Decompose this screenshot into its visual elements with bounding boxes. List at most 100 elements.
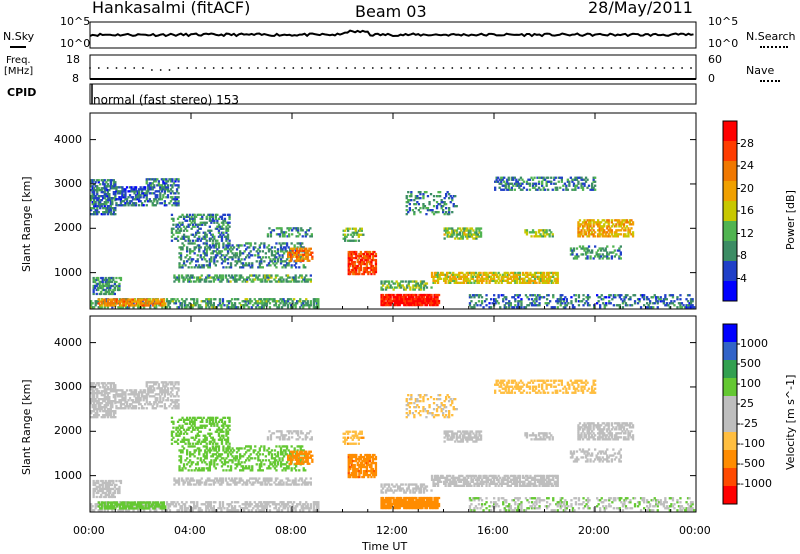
range-gate-cell [139,194,142,197]
range-gate-cell [167,300,170,303]
range-gate-cell [122,196,126,199]
range-gate-cell [267,262,271,265]
range-gate-cell [121,190,124,193]
freq-point [221,67,224,69]
range-gate-cell [107,280,110,284]
range-gate-cell [515,306,518,309]
range-gate-cell [408,199,411,202]
range-gate-cell [297,300,300,303]
range-gate-cell [281,256,284,259]
range-gate-cell [284,266,287,269]
range-gate-cell [249,503,252,506]
range-gate-cell [685,304,688,307]
range-gate-cell [530,273,534,276]
range-gate-cell [586,186,589,189]
range-gate-cell [103,400,106,403]
range-gate-cell [449,279,452,282]
range-gate-cell [181,221,184,224]
range-gate-cell [274,276,278,279]
range-gate-cell [662,302,665,305]
freq-point [424,67,427,69]
range-gate-cell [500,178,503,181]
range-gate-cell [250,274,253,277]
range-gate-cell [649,300,652,303]
range-gate-cell [508,306,511,309]
range-gate-cell [206,298,209,301]
range-gate-cell [141,202,144,205]
range-gate-cell [175,237,178,240]
range-gate-cell [204,254,207,257]
range-gate-cell [215,274,218,277]
range-gate-cell [577,231,580,234]
range-gate-cell [211,250,214,253]
range-gate-cell [367,258,370,262]
range-gate-cell [124,507,128,510]
range-gate-cell [168,300,172,303]
range-gate-cell [397,301,400,305]
range-gate-cell [358,256,361,260]
range-gate-cell [520,298,523,301]
range-gate-cell [100,483,103,487]
range-gate-cell [102,195,105,198]
range-gate-cell [239,244,242,247]
range-gate-cell [111,306,114,309]
range-gate-cell [421,303,424,307]
range-gate-cell [142,192,145,195]
range-gate-cell [317,503,320,506]
range-gate-cell [258,244,261,247]
range-gate-cell [468,304,472,307]
range-gate-cell [140,505,143,508]
range-gate-cell [240,507,243,510]
range-gate-cell [594,221,597,224]
range-gate-cell [546,281,549,284]
range-gate-cell [94,286,97,290]
range-gate-cell [147,178,150,181]
range-gate-cell [221,503,225,506]
range-gate-cell [138,194,141,197]
range-gate-cell [368,270,372,274]
range-gate-cell [580,182,583,185]
range-gate-cell [260,258,263,261]
range-gate-cell [218,503,222,506]
range-gate-cell [294,276,297,279]
range-gate-cell [691,306,694,309]
range-gate-cell [433,279,437,282]
range-gate-cell [589,188,592,191]
range-gate-cell [416,299,419,303]
range-gate-cell [530,235,533,238]
range-gate-cell [609,294,612,297]
range-gate-cell [183,507,187,510]
range-gate-cell [217,229,221,232]
range-gate-cell [90,503,93,506]
range-gate-cell [97,211,100,214]
range-gate-cell [116,192,120,195]
range-gate-cell [148,186,151,189]
range-gate-cell [175,231,178,234]
range-gate-cell [283,300,287,303]
range-gate-cell [188,278,191,281]
range-gate-cell [616,235,619,238]
range-gate-cell [518,277,521,280]
range-gate-cell [383,301,386,305]
range-gate-cell [461,233,464,236]
range-gate-cell [181,248,184,251]
range-gate-cell [597,235,600,238]
range-gate-cell [245,248,248,251]
range-gate-cell [652,296,655,299]
range-gate-cell [305,253,308,256]
range-gate-cell [577,304,581,307]
range-gate-cell [212,276,215,279]
range-gate-cell [220,254,224,257]
range-gate-cell [300,276,303,279]
range-gate-cell [160,178,163,181]
range-gate-cell [109,382,112,385]
range-gate-cell [255,509,258,512]
range-gate-cell [622,219,626,222]
range-gate-cell [358,252,361,256]
range-gate-cell [370,264,373,268]
range-gate-cell [406,297,409,301]
range-gate-cell [425,303,429,307]
range-gate-cell [578,231,582,234]
range-gate-cell [466,229,469,232]
range-gate-cell [477,294,481,297]
